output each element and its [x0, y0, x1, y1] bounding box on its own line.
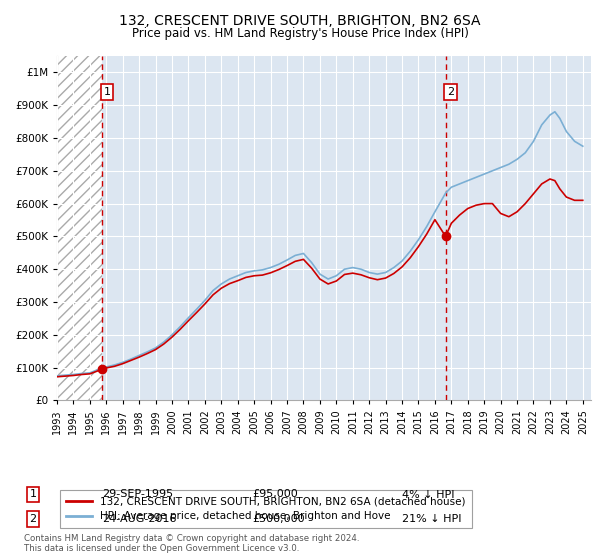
Bar [57, 56, 102, 400]
Text: 132, CRESCENT DRIVE SOUTH, BRIGHTON, BN2 6SA: 132, CRESCENT DRIVE SOUTH, BRIGHTON, BN2… [119, 14, 481, 28]
Text: 21% ↓ HPI: 21% ↓ HPI [402, 514, 461, 524]
Text: 1: 1 [29, 489, 37, 500]
Text: 4% ↓ HPI: 4% ↓ HPI [402, 489, 455, 500]
Text: £95,000: £95,000 [252, 489, 298, 500]
Text: 29-SEP-1995: 29-SEP-1995 [102, 489, 173, 500]
Text: £500,000: £500,000 [252, 514, 305, 524]
Text: 2: 2 [29, 514, 37, 524]
Text: Contains HM Land Registry data © Crown copyright and database right 2024.
This d: Contains HM Land Registry data © Crown c… [24, 534, 359, 553]
Text: 24-AUG-2016: 24-AUG-2016 [102, 514, 176, 524]
Text: Price paid vs. HM Land Registry's House Price Index (HPI): Price paid vs. HM Land Registry's House … [131, 27, 469, 40]
Text: 2: 2 [447, 87, 454, 97]
Text: 1: 1 [104, 87, 110, 97]
Legend: 132, CRESCENT DRIVE SOUTH, BRIGHTON, BN2 6SA (detached house), HPI: Average pric: 132, CRESCENT DRIVE SOUTH, BRIGHTON, BN2… [59, 490, 472, 528]
